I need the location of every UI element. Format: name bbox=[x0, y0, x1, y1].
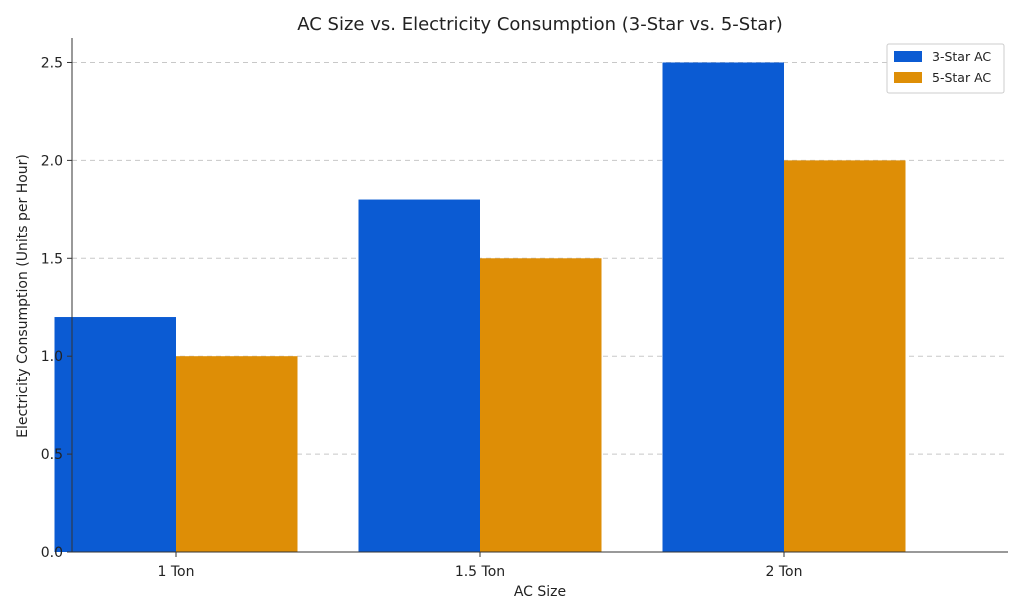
axes bbox=[71, 38, 1008, 553]
y-tick-label: 2.5 bbox=[41, 55, 63, 71]
legend-swatch-5-star bbox=[894, 72, 922, 83]
y-axis-label: Electricity Consumption (Units per Hour) bbox=[15, 154, 31, 438]
bar-5-star-ac-1-ton bbox=[176, 356, 298, 552]
y-tick-label: 1.0 bbox=[41, 349, 63, 365]
y-tick-label: 1.5 bbox=[41, 251, 63, 267]
bar-5-star-ac-2-ton bbox=[784, 160, 906, 552]
x-tick-label: 1 Ton bbox=[158, 564, 195, 580]
x-tick-label: 1.5 Ton bbox=[455, 564, 505, 580]
legend: 3-Star AC 5-Star AC bbox=[886, 43, 1005, 94]
y-tick-label: 2.0 bbox=[41, 153, 63, 169]
y-tick-label: 0.0 bbox=[41, 545, 63, 561]
bar-3-star-ac-1-5-ton bbox=[358, 199, 480, 553]
bar-5-star-ac-1-5-ton bbox=[480, 258, 602, 552]
y-tick-label: 0.5 bbox=[41, 447, 63, 463]
x-tick-label: 2 Ton bbox=[766, 564, 803, 580]
bars bbox=[54, 62, 906, 553]
x-axis-label: AC Size bbox=[514, 584, 566, 600]
bar-3-star-ac-2-ton bbox=[662, 62, 784, 552]
legend-label-3-star: 3-Star AC bbox=[932, 49, 991, 64]
legend-swatch-3-star bbox=[894, 51, 922, 62]
x-ticks: 1 Ton 1.5 Ton 2 Ton bbox=[158, 552, 803, 580]
y-ticks: 0.0 0.5 1.0 1.5 2.0 2.5 bbox=[41, 55, 72, 561]
chart-title: AC Size vs. Electricity Consumption (3-S… bbox=[297, 14, 782, 35]
bar-3-star-ac-1-ton bbox=[54, 317, 176, 552]
legend-label-5-star: 5-Star AC bbox=[932, 70, 991, 85]
